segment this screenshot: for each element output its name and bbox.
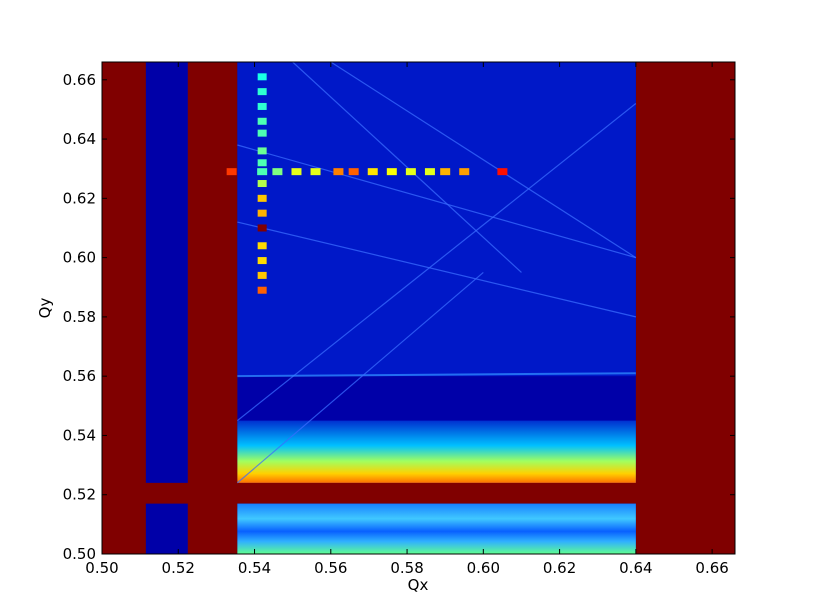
resonance-line [292, 62, 522, 273]
scan-point [257, 180, 267, 188]
resonance-line [237, 221, 636, 318]
resonance-line [237, 372, 636, 378]
scan-point [459, 168, 470, 176]
scan-point [257, 88, 267, 96]
scan-point [424, 168, 435, 176]
y-tick-label: 0.50 [63, 545, 96, 563]
scan-point [440, 168, 451, 176]
y-tick-label: 0.60 [63, 249, 96, 267]
scan-points [226, 73, 508, 294]
scan-point [226, 168, 237, 176]
scan-point [310, 168, 321, 176]
region-bottom-band [102, 482, 735, 504]
scan-point [257, 224, 267, 232]
scan-point [367, 168, 378, 176]
heatmap-regions [102, 62, 735, 554]
x-tick-label: 0.50 [85, 559, 118, 577]
region-left-stripe [187, 62, 238, 554]
resonance-line [330, 62, 637, 259]
region-right-edge-band [635, 62, 735, 554]
scan-point [257, 117, 267, 125]
x-tick-label: 0.58 [390, 559, 423, 577]
scan-point [257, 286, 267, 294]
y-tick-label: 0.52 [63, 486, 96, 504]
plot-frame [101, 61, 736, 555]
x-tick-label: 0.66 [695, 559, 728, 577]
x-tick-label: 0.52 [162, 559, 195, 577]
y-tick-label: 0.62 [63, 189, 96, 207]
scan-point [333, 168, 344, 176]
resonance-line [237, 144, 637, 259]
x-tick-label: 0.54 [238, 559, 271, 577]
scan-point [257, 209, 267, 217]
scan-point [348, 168, 359, 176]
scan-point [405, 168, 416, 176]
y-tick-label: 0.56 [63, 367, 96, 385]
y-axis: 0.50 0.52 0.54 0.56 0.58 0.60 0.62 0.64 0.66 [63, 71, 735, 563]
scan-point [257, 168, 268, 176]
scan-point [257, 242, 267, 250]
resonance-lines [236, 62, 637, 484]
scan-point [257, 271, 267, 279]
scan-point [257, 257, 267, 265]
x-axis-label: Qx [408, 576, 429, 594]
y-tick-label: 0.66 [63, 71, 96, 89]
region-upper-block [237, 62, 636, 377]
scan-point [257, 147, 267, 155]
x-tick-label: 0.56 [314, 559, 347, 577]
y-tick-label: 0.54 [63, 426, 96, 444]
scan-point [272, 168, 283, 176]
region-lower-strip [237, 503, 636, 554]
scan-point [497, 168, 508, 176]
region-left-edge-band [102, 62, 146, 554]
scan-point [386, 168, 397, 176]
region-bottom-gradient [237, 420, 636, 483]
scan-point [257, 194, 267, 202]
resonance-line [236, 271, 484, 484]
scan-point [257, 159, 267, 167]
y-axis-label: Qy [36, 298, 54, 319]
x-tick-label: 0.60 [467, 559, 500, 577]
x-axis: 0.50 0.52 0.54 0.56 0.58 0.60 0.62 0.64 0.66 [85, 62, 729, 577]
resonance-line [236, 103, 637, 422]
y-tick-label: 0.58 [63, 308, 96, 326]
scan-point [257, 129, 267, 137]
scan-point [257, 102, 267, 110]
scan-point [291, 168, 302, 176]
y-tick-label: 0.64 [63, 130, 96, 148]
x-tick-label: 0.62 [543, 559, 576, 577]
scan-point [257, 73, 267, 81]
plot-area [102, 62, 735, 554]
x-tick-label: 0.64 [619, 559, 652, 577]
